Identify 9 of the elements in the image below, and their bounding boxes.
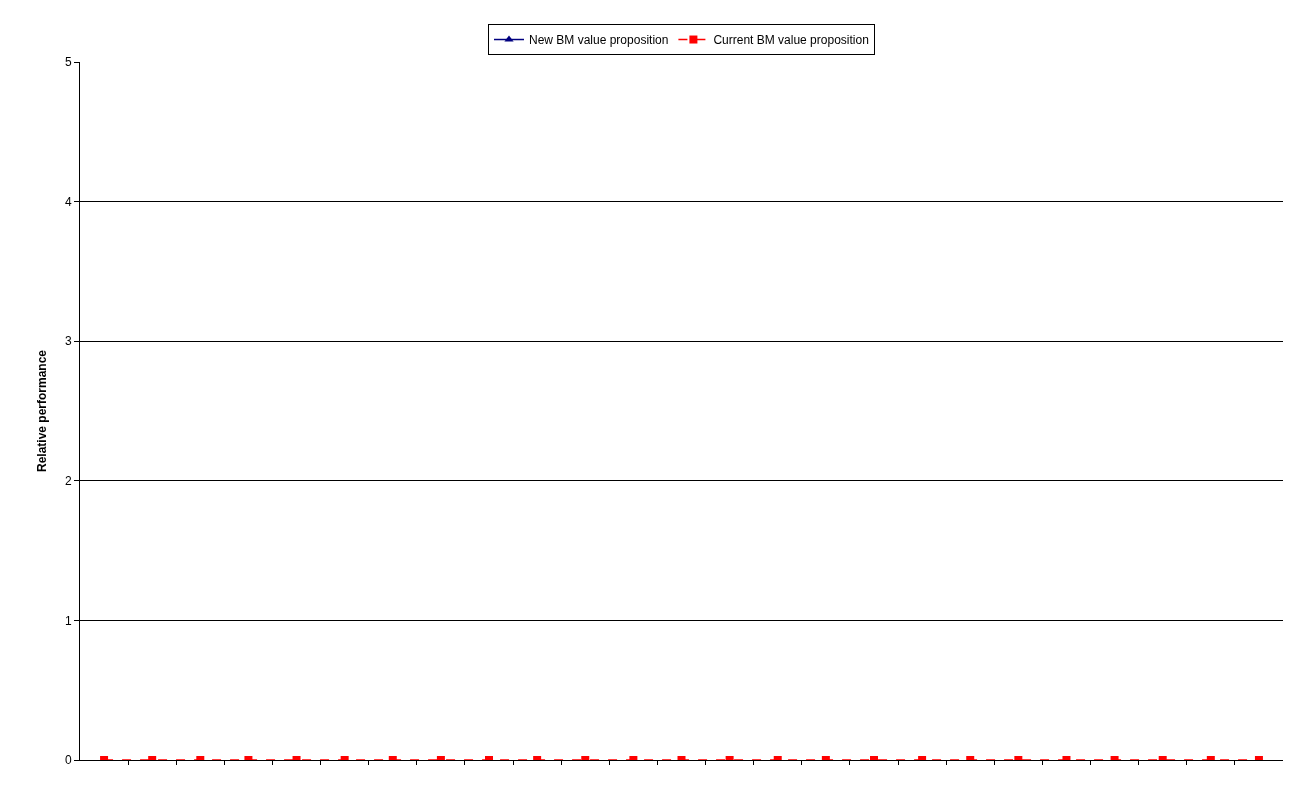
- y-axis-title: Relative performance: [35, 349, 49, 473]
- y-tick-label: 4: [64, 194, 72, 209]
- legend-label: New BM value proposition: [529, 33, 669, 48]
- y-tick-label: 1: [64, 613, 72, 628]
- y-tick-label: 2: [64, 474, 72, 488]
- y-tick-label: 0: [64, 753, 72, 768]
- y-tick-label: 5: [64, 55, 72, 70]
- y-tick-label: 3: [64, 334, 72, 349]
- legend-label: Current BM value proposition: [713, 33, 869, 48]
